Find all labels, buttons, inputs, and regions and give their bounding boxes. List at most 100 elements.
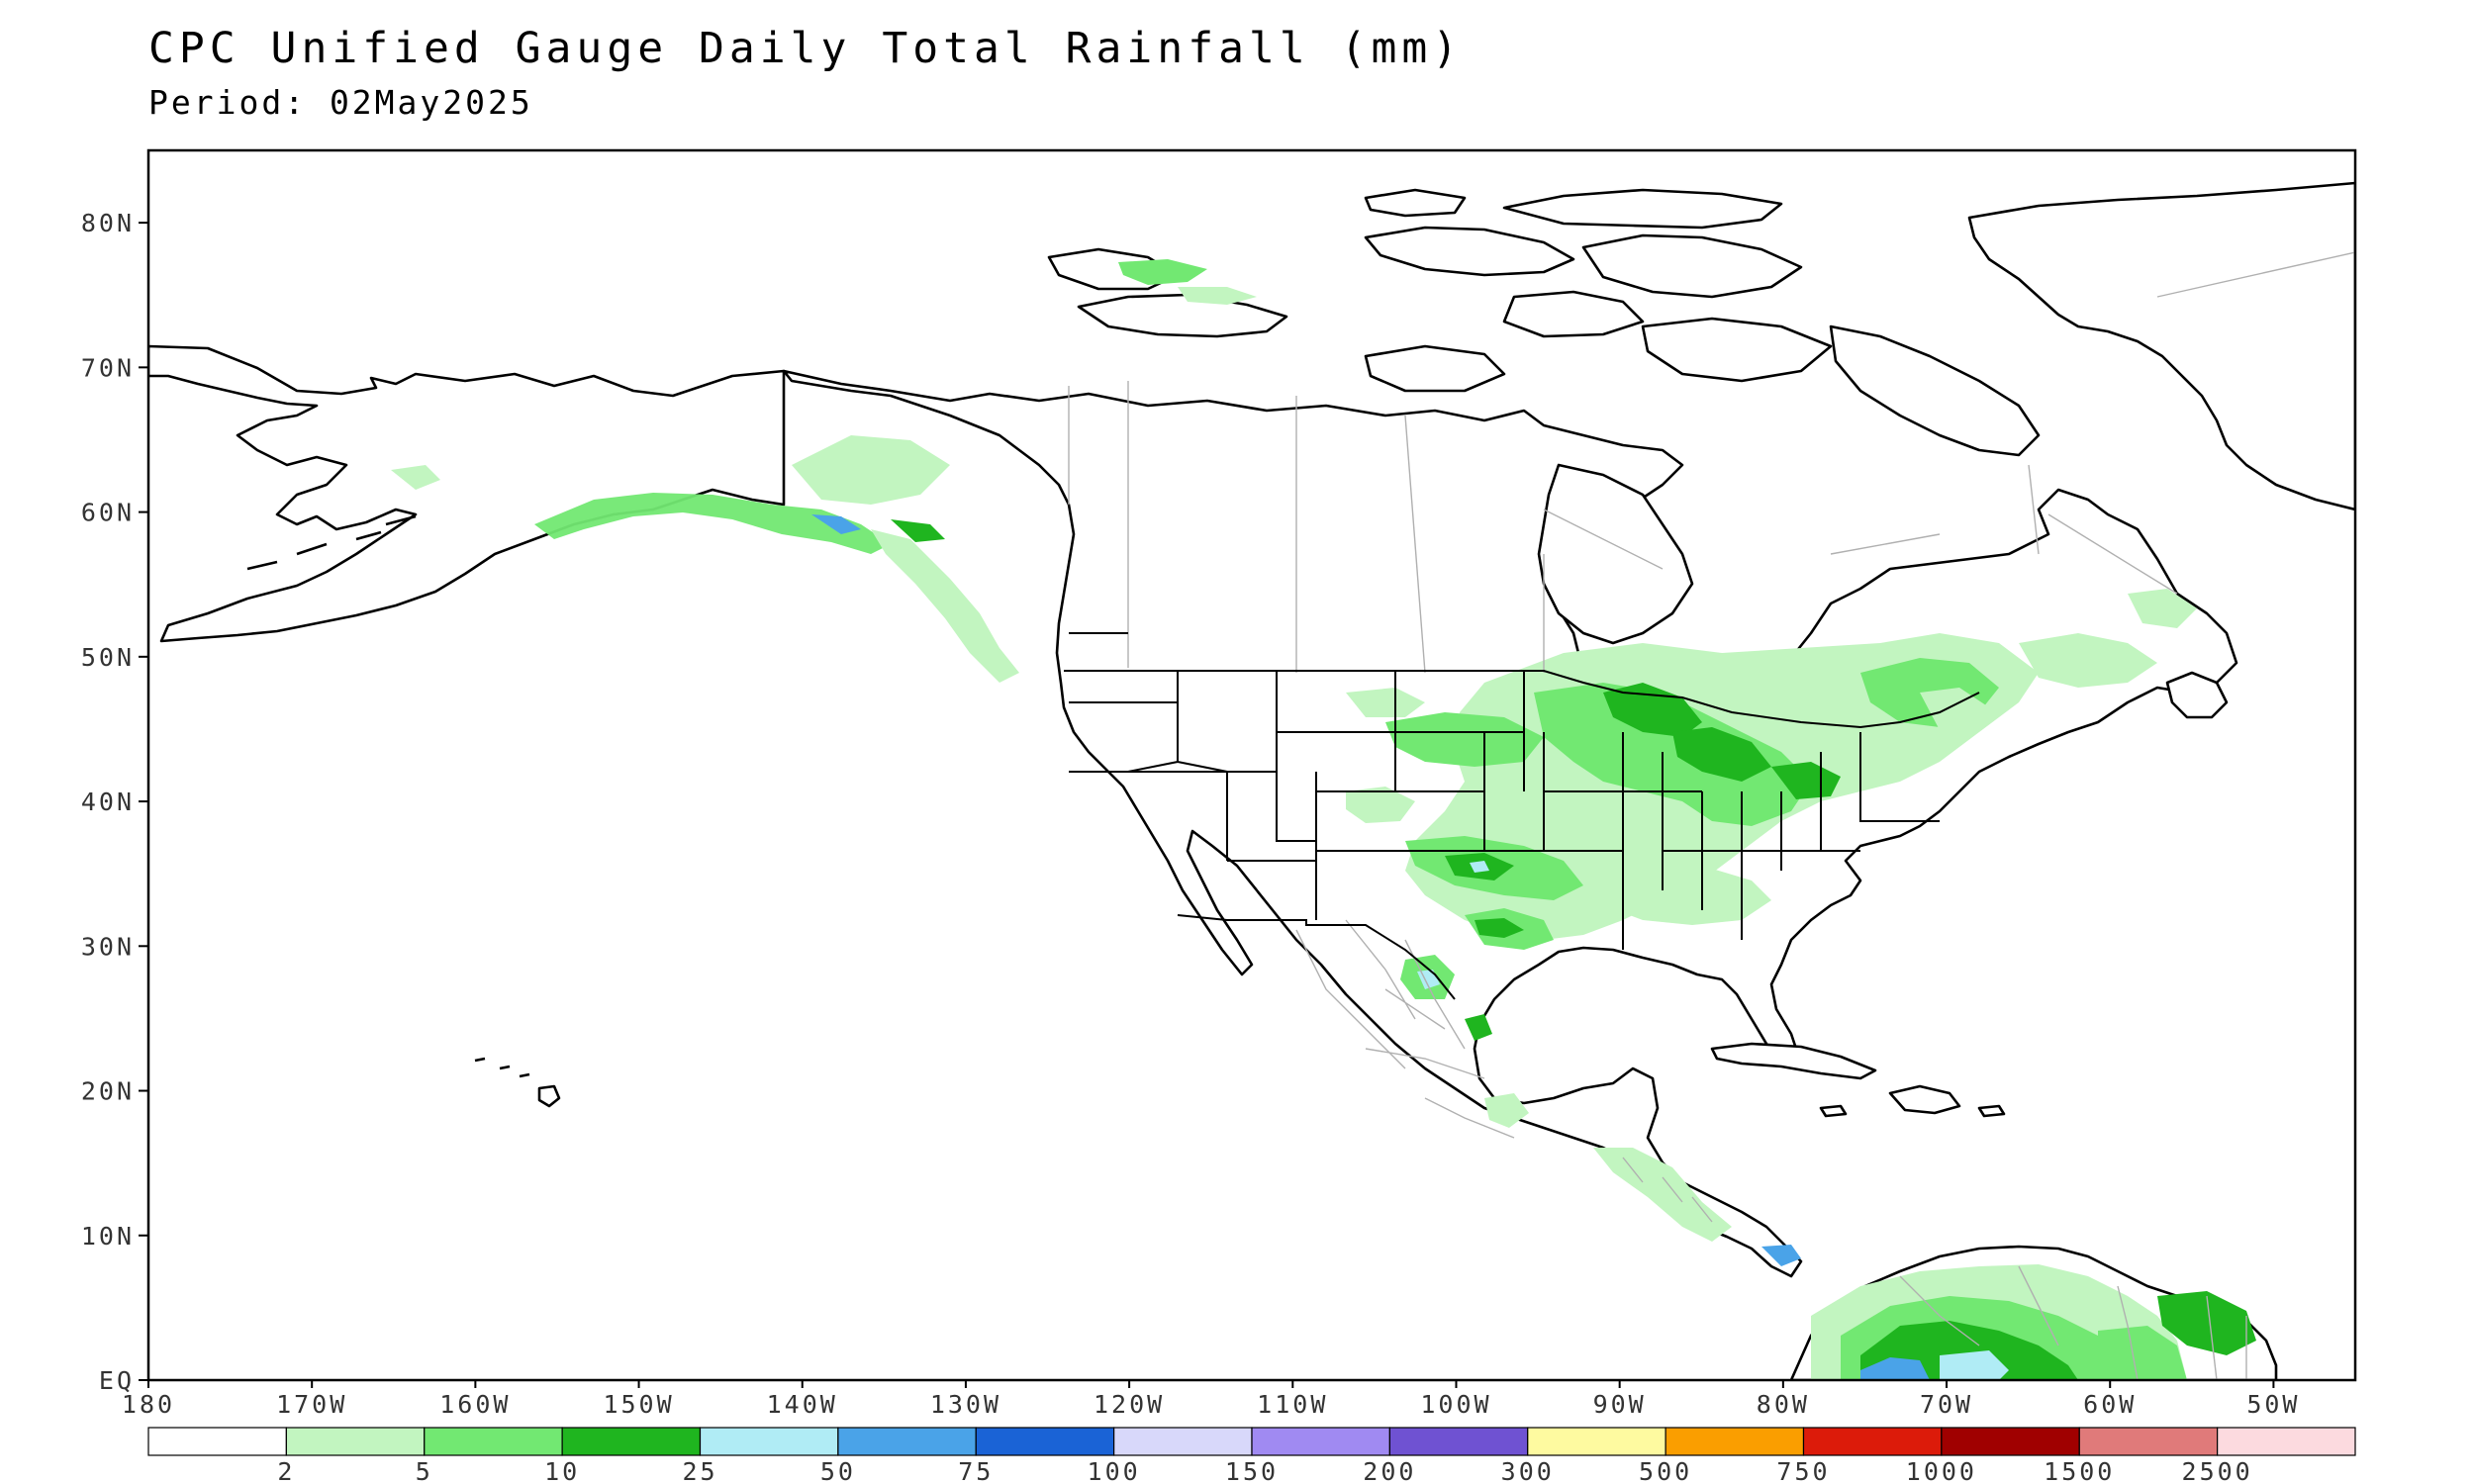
rain-texas-dark xyxy=(1475,918,1524,938)
us-state-lines xyxy=(1069,632,1940,950)
legend-swatch xyxy=(1527,1427,1666,1456)
legend-label: 300 xyxy=(1501,1457,1555,1484)
legend-label: 1500 xyxy=(2044,1457,2115,1484)
mexico-state-lines xyxy=(1295,919,1515,1139)
legend-label: 50 xyxy=(820,1457,856,1484)
legend-swatch xyxy=(1388,1427,1529,1456)
lon-tick-label: 90W xyxy=(1593,1390,1647,1419)
lon-tick-label: 120W xyxy=(1094,1390,1165,1419)
legend-label: 500 xyxy=(1639,1457,1692,1484)
legend-label: 200 xyxy=(1363,1457,1416,1484)
lat-tick-label: 70N xyxy=(81,353,135,382)
hawaii-islands xyxy=(474,1057,530,1078)
rain-labrador xyxy=(2128,589,2197,628)
hudson-bay xyxy=(1537,463,1694,645)
rain-new-england xyxy=(1920,688,1989,730)
jamaica xyxy=(1819,1104,1848,1118)
legend-swatch xyxy=(1802,1427,1943,1456)
rain-bc-dark xyxy=(891,519,945,542)
puerto-rico xyxy=(1977,1104,2006,1118)
rain-alaska-light xyxy=(792,435,950,505)
rain-oklahoma-blue xyxy=(1470,861,1489,873)
legend-swatch xyxy=(837,1427,977,1456)
lat-tick-label: 60N xyxy=(81,499,135,527)
rain-south-america-lightblue xyxy=(1940,1350,2009,1380)
rain-guiana-dark xyxy=(2157,1291,2256,1355)
legend-swatch xyxy=(147,1427,287,1456)
lat-tick-label: 10N xyxy=(81,1222,135,1251)
lat-tick-label: 80N xyxy=(81,209,135,237)
rain-alaska-coast xyxy=(534,493,891,554)
newfoundland xyxy=(2165,671,2229,719)
rain-colorado-light xyxy=(1346,787,1415,823)
lat-tick-label: EQ xyxy=(99,1366,135,1395)
rain-dakota-light xyxy=(1346,688,1425,717)
baffin-island xyxy=(1829,325,2041,457)
alaska-landmass xyxy=(148,344,786,643)
legend-label: 750 xyxy=(1776,1457,1830,1484)
legend-swatch xyxy=(2078,1427,2219,1456)
rain-central-america xyxy=(1593,1148,1732,1242)
legend-label: 2 xyxy=(277,1457,295,1484)
map-title: CPC Unified Gauge Daily Total Rainfall (… xyxy=(148,24,1464,73)
legend-label: 150 xyxy=(1225,1457,1279,1484)
map-period: Period: 02May2025 xyxy=(148,83,533,122)
lon-tick-label: 110W xyxy=(1257,1390,1328,1419)
rain-mexico-gulf xyxy=(1465,1014,1492,1041)
rain-brazil-north xyxy=(2098,1326,2187,1380)
rain-southeast-light xyxy=(1583,861,1771,925)
lat-tick-label: 40N xyxy=(81,788,135,816)
legend-swatch xyxy=(561,1427,702,1456)
lon-tick-label: 70W xyxy=(1920,1390,1973,1419)
map-frame xyxy=(146,148,2357,1382)
ellesmere-island xyxy=(1502,188,1783,230)
legend-swatch xyxy=(424,1427,563,1456)
rain-michigan-dark xyxy=(1672,727,1771,782)
map-layers xyxy=(148,181,2355,1380)
legend-label: 100 xyxy=(1088,1457,1141,1484)
aleutian-islands xyxy=(246,514,417,571)
legend-label: 10 xyxy=(544,1457,580,1484)
us-borders xyxy=(783,371,1980,1000)
rain-panama xyxy=(1761,1245,1801,1266)
rain-bc-blue xyxy=(811,514,861,534)
legend-label: 2500 xyxy=(2182,1457,2253,1484)
rainfall-shading xyxy=(391,259,2256,1380)
rain-plains-medium xyxy=(1385,712,1544,767)
northern-islands xyxy=(1364,188,1467,218)
lon-tick-label: 60W xyxy=(2083,1390,2137,1419)
greenland-landmass xyxy=(1967,181,2355,511)
central-america-lines xyxy=(1622,1157,1713,1223)
rain-midwest-medium xyxy=(1534,683,1811,826)
arctic-island-2 xyxy=(1364,226,1575,277)
lon-tick-label: 80W xyxy=(1757,1390,1810,1419)
rain-alaska-west xyxy=(391,465,440,490)
arctic-island-4 xyxy=(1502,290,1645,338)
lon-tick-label: 160W xyxy=(439,1390,511,1419)
color-legend: 2 5 10 25 50 75 100 150 200 300 500 750 1000 1500 2500 xyxy=(147,1427,2356,1484)
legend-label: 1000 xyxy=(1906,1457,1977,1484)
rain-arctic-island-2 xyxy=(1178,287,1257,305)
rain-bc-coast xyxy=(871,529,1019,683)
legend-swatch xyxy=(1665,1427,1805,1456)
rain-south-america-blue xyxy=(1860,1357,1930,1380)
lon-tick-label: 50W xyxy=(2246,1390,2300,1419)
arctic-island-1 xyxy=(1077,293,1288,338)
rain-mexico-central xyxy=(1484,1093,1529,1128)
lon-tick-label: 130W xyxy=(930,1390,1001,1419)
us-mexico-border xyxy=(1177,914,1456,1000)
legend-swatch xyxy=(2217,1427,2356,1456)
south-america-lines xyxy=(1899,1265,2247,1380)
rain-arctic-island xyxy=(1118,259,1207,285)
lon-tick-label: 180 xyxy=(122,1390,175,1419)
cuba xyxy=(1710,1042,1877,1080)
legend-swatch xyxy=(975,1427,1115,1456)
lat-tick-label: 50N xyxy=(81,643,135,672)
legend-swatch xyxy=(1251,1427,1390,1456)
canada-province-lines xyxy=(1068,381,2178,674)
rain-ohio-dark xyxy=(1771,762,1841,799)
lon-tick-label: 100W xyxy=(1420,1390,1491,1419)
hawaii-big-island xyxy=(537,1084,561,1108)
